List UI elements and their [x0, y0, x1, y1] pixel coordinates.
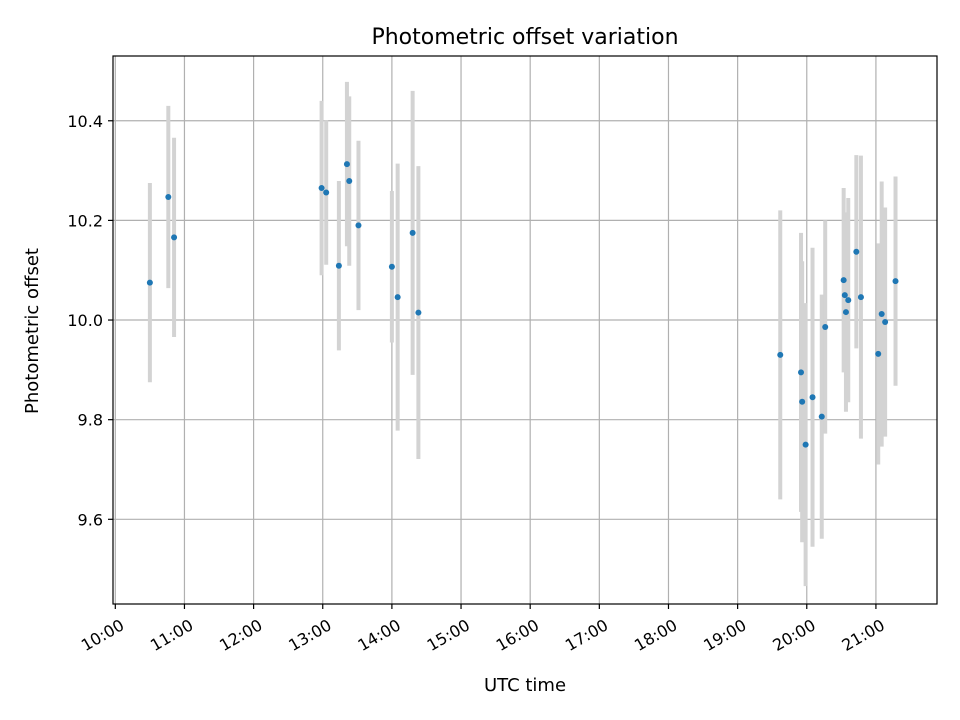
- data-point: [388, 263, 395, 270]
- data-point: [809, 394, 816, 401]
- data-point: [842, 309, 849, 316]
- data-point: [165, 193, 172, 200]
- data-point: [799, 398, 806, 405]
- data-point: [318, 185, 325, 192]
- y-tick-label: 9.6: [78, 510, 103, 529]
- data-point: [146, 279, 153, 286]
- data-point: [882, 319, 889, 326]
- data-point: [394, 294, 401, 301]
- data-point: [878, 311, 885, 318]
- data-point: [853, 248, 860, 255]
- data-point: [777, 351, 784, 358]
- data-point: [840, 277, 847, 284]
- data-point: [875, 350, 882, 357]
- data-point: [346, 178, 353, 185]
- x-axis-label: UTC time: [484, 675, 566, 696]
- data-point: [798, 369, 805, 376]
- plot-frame: [112, 55, 938, 605]
- data-point: [857, 294, 864, 301]
- data-point: [845, 297, 852, 304]
- data-point: [323, 189, 330, 196]
- y-tick-label: 10.0: [67, 311, 103, 330]
- data-point: [355, 222, 362, 229]
- data-point: [415, 309, 422, 316]
- y-tick-label: 10.2: [67, 211, 103, 230]
- data-point: [892, 278, 899, 285]
- data-points: [146, 161, 899, 448]
- data-point: [822, 324, 829, 331]
- data-point: [818, 413, 825, 420]
- data-point: [343, 161, 350, 168]
- data-point: [409, 229, 416, 236]
- y-tick-label: 10.4: [67, 112, 103, 131]
- y-axis-label: Photometric offset: [22, 248, 43, 414]
- data-point: [841, 292, 848, 299]
- data-point: [802, 441, 809, 448]
- chart-title: Photometric offset variation: [371, 25, 678, 50]
- data-point: [335, 262, 342, 269]
- data-point: [171, 234, 178, 241]
- y-tick-label: 9.8: [78, 411, 103, 430]
